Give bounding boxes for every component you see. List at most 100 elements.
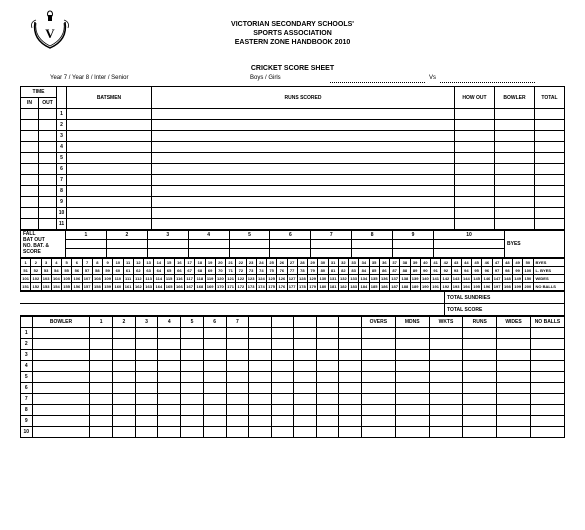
score-cell-45: 45 <box>472 259 482 267</box>
bowler-over-2-9 <box>271 339 294 350</box>
dismissbowler-3 <box>495 131 535 142</box>
hdr-out: OUT <box>39 98 57 109</box>
bowler-stat-5-4 <box>497 372 531 383</box>
bowler-num-2: 2 <box>21 339 33 350</box>
bowler-stat-1-2 <box>429 328 463 339</box>
bowler-over-7-3 <box>135 394 158 405</box>
bowler-num-10: 10 <box>21 427 33 438</box>
bowler-over-9-10 <box>294 416 317 427</box>
bowler-over-9-8 <box>249 416 272 427</box>
score-cell-28: 28 <box>297 259 307 267</box>
score-cell-24: 24 <box>256 259 266 267</box>
score-cell-38: 38 <box>400 259 410 267</box>
bowler-over-3-6 <box>203 350 226 361</box>
score-cell-61: 61 <box>123 267 133 275</box>
bowler-over-1-6 <box>203 328 226 339</box>
runs-7 <box>152 175 455 186</box>
score-cell-110: 110 <box>113 275 123 283</box>
bowler-over-8-4 <box>158 405 181 416</box>
time-in-10 <box>21 208 39 219</box>
score-cell-167: 167 <box>185 283 195 291</box>
bowler-stat-10-1 <box>395 427 429 438</box>
bowler-over-8-8 <box>249 405 272 416</box>
bowler-over-3-8 <box>249 350 272 361</box>
bowler-name-7 <box>32 394 90 405</box>
bat-num-7: 7 <box>57 175 67 186</box>
bowler-over-5-11 <box>316 372 339 383</box>
score-cell-158: 158 <box>92 283 102 291</box>
bowler-over-10-7 <box>226 427 249 438</box>
dismissbowler-4 <box>495 142 535 153</box>
bowler-over-5-8 <box>249 372 272 383</box>
dismissbowler-9 <box>495 197 535 208</box>
bat-name-4 <box>67 142 152 153</box>
score-cell-112: 112 <box>133 275 143 283</box>
score-cell-99: 99 <box>513 267 523 275</box>
bowler-stat-9-4 <box>497 416 531 427</box>
score-cell-139: 139 <box>410 275 420 283</box>
score-cell-122: 122 <box>236 275 246 283</box>
score-cell-123: 123 <box>246 275 256 283</box>
score-cell-185: 185 <box>369 283 379 291</box>
bowler-over-2-10 <box>294 339 317 350</box>
score-cell-54: 54 <box>51 267 61 275</box>
bowler-over-3-11 <box>316 350 339 361</box>
running-score-grid: 1234567891011121314151617181920212223242… <box>20 258 565 291</box>
year-label: Year 7 / Year 8 / Inter / Senior <box>50 75 250 83</box>
score-cell-20: 20 <box>215 259 225 267</box>
bat-num-2: 2 <box>57 120 67 131</box>
time-out-1 <box>39 109 57 120</box>
bowler-num-5: 5 <box>21 372 33 383</box>
score-cell-116: 116 <box>174 275 184 283</box>
score-cell-184: 184 <box>359 283 369 291</box>
score-cell-70: 70 <box>215 267 225 275</box>
score-cell-27: 27 <box>287 259 297 267</box>
bowler-over-5-3 <box>135 372 158 383</box>
dismissbowler-11 <box>495 219 535 230</box>
sheet-title: CRICKET SCORE SHEET <box>20 65 565 72</box>
bowler-over-3-3 <box>135 350 158 361</box>
score-cell-198: 198 <box>502 283 512 291</box>
bowler-stat-3-1 <box>395 350 429 361</box>
bowler-stat-10-5 <box>530 427 564 438</box>
byes-label: BYES <box>505 231 565 258</box>
score-cell-26: 26 <box>277 259 287 267</box>
score-cell-179: 179 <box>308 283 318 291</box>
bowler-over-9-11 <box>316 416 339 427</box>
score-cell-31: 31 <box>328 259 338 267</box>
score-cell-149: 149 <box>513 275 523 283</box>
score-cell-159: 159 <box>103 283 113 291</box>
score-cell-14: 14 <box>154 259 164 267</box>
score-cell-133: 133 <box>349 275 359 283</box>
gender-label: Boys / Girls <box>250 75 330 83</box>
bowler-over-4-10 <box>294 361 317 372</box>
time-in-7 <box>21 175 39 186</box>
bowler-over-7-5 <box>181 394 204 405</box>
score-cell-160: 160 <box>113 283 123 291</box>
score-cell-106: 106 <box>72 275 82 283</box>
dismissbowler-1 <box>495 109 535 120</box>
bowler-stat-7-1 <box>395 394 429 405</box>
score-cell-68: 68 <box>195 267 205 275</box>
score-cell-173: 173 <box>246 283 256 291</box>
score-cell-135: 135 <box>369 275 379 283</box>
score-cell-155: 155 <box>62 283 72 291</box>
bowler-over-1-4 <box>158 328 181 339</box>
fall-table: FALL BAT OUT NO. BAT. & SCORE 1234567891… <box>20 230 565 258</box>
bowler-over-8-11 <box>316 405 339 416</box>
score-cell-78: 78 <box>297 267 307 275</box>
battotal-2 <box>535 120 565 131</box>
time-out-6 <box>39 164 57 175</box>
score-cell-166: 166 <box>174 283 184 291</box>
bowler-name-6 <box>32 383 90 394</box>
score-cell-154: 154 <box>51 283 61 291</box>
score-cell-83: 83 <box>349 267 359 275</box>
bowler-over-2-6 <box>203 339 226 350</box>
bowler-over-2-1 <box>90 339 113 350</box>
bowler-over-7-6 <box>203 394 226 405</box>
bowler-hdr: BOWLER <box>32 317 90 328</box>
bowler-name-9 <box>32 416 90 427</box>
score-cell-36: 36 <box>379 259 389 267</box>
bowler-stat-6-2 <box>429 383 463 394</box>
score-cell-162: 162 <box>133 283 143 291</box>
